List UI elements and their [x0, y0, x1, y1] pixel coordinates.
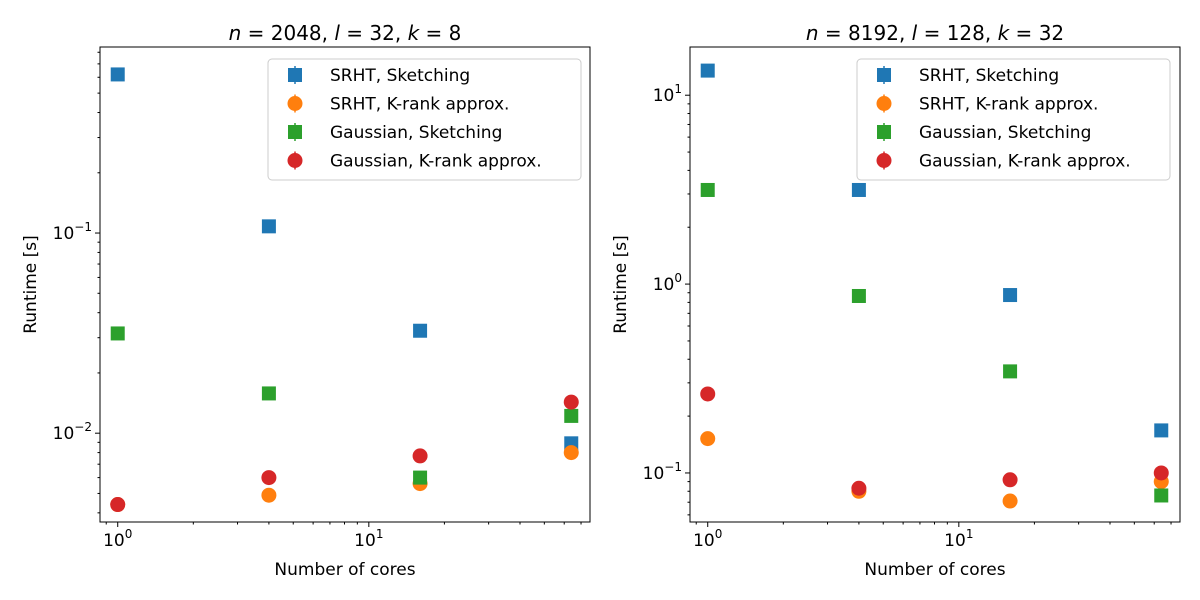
data-point: [261, 386, 276, 401]
data-point: [413, 470, 428, 485]
data-point: [261, 219, 276, 234]
data-point: [1002, 472, 1018, 488]
data-point: [1002, 493, 1018, 509]
x-tick-label: 100: [103, 527, 132, 551]
series-3: [700, 386, 1169, 496]
legend-item: SRHT, Sketching: [877, 66, 1059, 86]
data-point: [261, 487, 277, 503]
data-point: [700, 182, 715, 197]
legend-label: SRHT, K-rank approx.: [919, 95, 1098, 115]
legend-label: Gaussian, Sketching: [330, 123, 502, 143]
data-point: [110, 497, 126, 513]
data-point: [412, 448, 428, 464]
legend-box: [856, 58, 1171, 181]
data-point: [851, 288, 866, 303]
data-point: [563, 394, 579, 410]
legend-label: SRHT, Sketching: [330, 66, 470, 86]
legend-label: SRHT, K-rank approx.: [330, 95, 509, 115]
data-point: [1154, 423, 1169, 438]
axes-frame: [689, 46, 1181, 523]
data-point: [851, 182, 866, 197]
y-tick-label: 10−1: [643, 460, 682, 484]
data-point: [1003, 364, 1018, 379]
legend-marker: [287, 96, 303, 111]
legend-item: Gaussian, K-rank approx.: [876, 151, 1131, 172]
series-2: [700, 182, 1169, 503]
data-point: [1003, 288, 1018, 303]
series-3: [110, 394, 579, 513]
left-subplot: 100 101 10−2 10−1 n = 2048, l = 32, k = 8 Num…: [21, 21, 591, 580]
legend-marker: [876, 96, 892, 111]
legend-marker: [877, 125, 891, 139]
axes-frame: [99, 46, 591, 523]
legend-item: Gaussian, K-rank approx.: [287, 151, 542, 172]
legend-item: Gaussian, Sketching: [877, 123, 1091, 143]
y-axis-label: Runtime [s]: [21, 235, 41, 334]
x-tick-label: 101: [944, 527, 973, 551]
data-point: [1154, 488, 1169, 503]
y-tick-label: 101: [653, 82, 682, 106]
y-axis-label: Runtime [s]: [611, 235, 631, 334]
data-point: [563, 445, 579, 461]
data-point: [700, 63, 715, 78]
legend-marker: [288, 68, 302, 82]
data-point: [700, 386, 716, 402]
chart-title: n = 8192, l = 128, k = 32: [806, 21, 1064, 45]
x-axis-label: Number of cores: [274, 560, 415, 580]
legend-item: SRHT, Sketching: [288, 66, 470, 86]
legend-marker: [288, 125, 302, 139]
legend-item: SRHT, K-rank approx.: [876, 94, 1098, 115]
series-0: [700, 63, 1169, 438]
legend-box: [267, 58, 582, 181]
legend-marker: [287, 153, 303, 168]
data-point: [700, 431, 716, 447]
series-1: [110, 445, 579, 513]
legend-label: Gaussian, K-rank approx.: [330, 152, 542, 172]
legend-marker: [877, 68, 891, 82]
series-2: [110, 326, 579, 485]
legend-marker: [876, 153, 892, 168]
legend-label: Gaussian, Sketching: [919, 123, 1091, 143]
legend-label: Gaussian, K-rank approx.: [919, 152, 1131, 172]
data-point: [1153, 465, 1169, 481]
data-point: [564, 408, 579, 423]
x-tick-label: 100: [693, 527, 722, 551]
chart-title: n = 2048, l = 32, k = 8: [229, 21, 462, 45]
data-point: [261, 470, 277, 486]
right-subplot: 100 101 10−1 100 101 n = 8192, l = 128, k = 3…: [611, 21, 1181, 580]
data-point: [851, 480, 867, 496]
legend-item: SRHT, K-rank approx.: [287, 94, 509, 115]
legend-item: Gaussian, Sketching: [288, 123, 502, 143]
x-axis-label: Number of cores: [864, 560, 1005, 580]
x-tick-label: 101: [354, 527, 383, 551]
legend: SRHT, Sketching SRHT, K-rank approx. Gauss…: [856, 58, 1171, 181]
y-tick-label: 100: [653, 271, 682, 295]
y-tick-label: 10−2: [53, 420, 92, 444]
legend-label: SRHT, Sketching: [919, 66, 1059, 86]
series-1: [700, 431, 1169, 509]
y-tick-label: 10−1: [53, 220, 92, 244]
data-point: [110, 326, 125, 341]
data-point: [413, 323, 428, 338]
data-point: [110, 67, 125, 82]
legend: SRHT, Sketching SRHT, K-rank approx. Gauss…: [267, 58, 582, 181]
